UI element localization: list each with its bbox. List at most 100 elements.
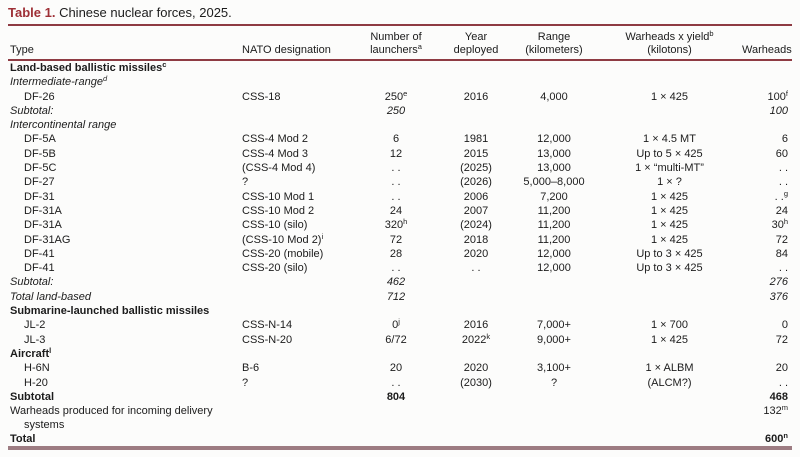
- table-cell: Total: [10, 433, 36, 446]
- column-header: Range (kilometers): [511, 25, 597, 61]
- subtotal-row: Total land-based 712 376: [8, 290, 792, 304]
- table-cell: [233, 118, 351, 132]
- table-cell: Total land-based: [10, 290, 91, 303]
- table-cell: H-6N: [24, 362, 50, 375]
- table-cell: ?: [242, 376, 249, 389]
- table-cell: . .: [391, 162, 401, 175]
- table-cell: [511, 275, 597, 289]
- table-cell: 462: [386, 276, 406, 289]
- table-cell: Subtotal:: [10, 104, 54, 117]
- column-header-row: Type NATO designation Number of launchersa Y…: [8, 25, 792, 61]
- table-cell: B-6: [242, 362, 260, 375]
- table-cell: [233, 60, 351, 75]
- footnote-marker: h: [783, 217, 788, 227]
- table-cell: 20: [389, 362, 403, 375]
- table-cell: 1981: [463, 133, 489, 146]
- total-row: Total 600n: [8, 432, 792, 448]
- table-cell: 100f: [767, 88, 788, 103]
- table-cell: . .g: [774, 188, 788, 203]
- table-title: Table 1. Chinese nuclear forces, 2025.: [0, 0, 800, 24]
- table-cell: 100: [769, 104, 788, 117]
- table-cell: 28: [389, 247, 403, 260]
- table-cell: [351, 432, 441, 448]
- footnote-marker: c: [162, 60, 167, 69]
- table-cell: CSS-4 Mod 2: [242, 133, 309, 146]
- table-row: DF-5B CSS-4 Mod 3 12 2015 13,000 Up to 5 × 42…: [8, 147, 792, 161]
- table-cell: [742, 60, 792, 75]
- table-cell: [233, 275, 351, 289]
- table-row: H-6N B-6 20 2020 3,100+ 1 × ALBM 20: [8, 361, 792, 375]
- table-title-label: Table 1.: [8, 5, 56, 20]
- table-cell: 1 × 425: [650, 204, 688, 217]
- footnote-marker: k: [486, 331, 491, 341]
- table-row: DF-31A CSS-10 (silo) 320h (2024) 11,200 1 × 4…: [8, 218, 792, 232]
- table-cell: [441, 390, 511, 404]
- table-cell: DF-31AG: [24, 233, 71, 246]
- table-cell: [233, 347, 351, 361]
- table-cell: CSS-18: [242, 90, 281, 103]
- table-cell: 2020: [463, 247, 489, 260]
- table-cell: [597, 118, 742, 132]
- table-cell: 132m: [763, 403, 788, 418]
- table-cell: . .: [391, 262, 401, 275]
- table-header: Type NATO designation Number of launchersa Y…: [8, 25, 792, 61]
- column-header: Type: [8, 25, 233, 61]
- table-cell: [441, 118, 511, 132]
- table-cell: 250: [386, 104, 406, 117]
- table-cell: 2007: [463, 204, 489, 217]
- table-cell: 13,000: [537, 147, 571, 160]
- table-cell: 2015: [463, 147, 489, 160]
- table-cell: [511, 390, 597, 404]
- column-header: NATO designation: [233, 25, 351, 61]
- table-cell: [597, 60, 742, 75]
- subsection-row: Intermediate-ranged: [8, 75, 792, 89]
- table-cell: 60: [775, 147, 788, 160]
- table-cell: . .: [778, 376, 788, 389]
- table-row: DF-27? . . (2026) 5,000–8,000 1 × ? . .: [8, 175, 792, 189]
- table-cell: 2006: [463, 190, 489, 203]
- table-cell: Submarine-launched ballistic missiles: [10, 305, 210, 318]
- table-cell: 2022k: [461, 331, 491, 346]
- table-cell: 1 × 4.5 MT: [643, 133, 696, 146]
- table-cell: 1 × 425: [650, 219, 688, 232]
- table-body: Land-based ballistic missilesc Intermedia…: [8, 60, 792, 448]
- table-cell: [351, 118, 441, 132]
- column-header: Warheads: [742, 25, 792, 61]
- table-cell: (2025): [460, 162, 492, 175]
- table-cell: Subtotal: [10, 390, 54, 403]
- table-cell: 3,100+: [537, 362, 571, 375]
- table-cell: DF-31: [24, 190, 55, 203]
- table-cell: JL-2: [24, 319, 46, 332]
- table-cell: DF-31A: [24, 204, 62, 217]
- table-cell: 712: [386, 290, 406, 303]
- table-cell: 1 × “multi-MT”: [635, 162, 704, 175]
- table-row: JL-3 CSS-N-20 6/72 2022k 9,000+ 1 × 425 72: [8, 331, 792, 347]
- table-cell: 2018: [463, 233, 489, 246]
- table-cell: [441, 60, 511, 75]
- table-cell: [742, 304, 792, 318]
- table-cell: 12: [389, 147, 403, 160]
- table-cell: . .: [778, 162, 788, 175]
- table-title-text: Chinese nuclear forces, 2025.: [55, 5, 232, 20]
- table-cell: DF-26: [24, 90, 55, 103]
- subtotal-row: Subtotal: 462 276: [8, 275, 792, 289]
- footnote-marker: g: [783, 188, 788, 198]
- section-row: Land-based ballistic missilesc: [8, 60, 792, 75]
- table-cell: [597, 432, 742, 448]
- nuclear-forces-table: Type NATO designation Number of launchersa Y…: [8, 24, 792, 451]
- table-cell: [233, 104, 351, 118]
- table-cell: 0: [781, 319, 788, 332]
- footnote-marker: d: [102, 74, 108, 84]
- table-cell: [597, 290, 742, 304]
- table-row: JL-2 CSS-N-14 0j 2016 7,000+ 1 × 700 0: [8, 318, 792, 332]
- table-row: DF-5A CSS-4 Mod 2 6 1981 12,000 1 × 4.5 MT 6: [8, 132, 792, 146]
- table-row: DF-41 CSS-20 (silo) . . . . 12,000 Up to 3 × …: [8, 261, 792, 275]
- table-cell: [511, 404, 597, 432]
- table-cell: 9,000+: [537, 333, 571, 346]
- table-cell: . .: [778, 176, 788, 189]
- table-cell: 1 × ALBM: [645, 362, 694, 375]
- footnote-marker: e: [403, 88, 408, 98]
- table-cell: 11,200: [537, 219, 571, 232]
- table-cell: [597, 275, 742, 289]
